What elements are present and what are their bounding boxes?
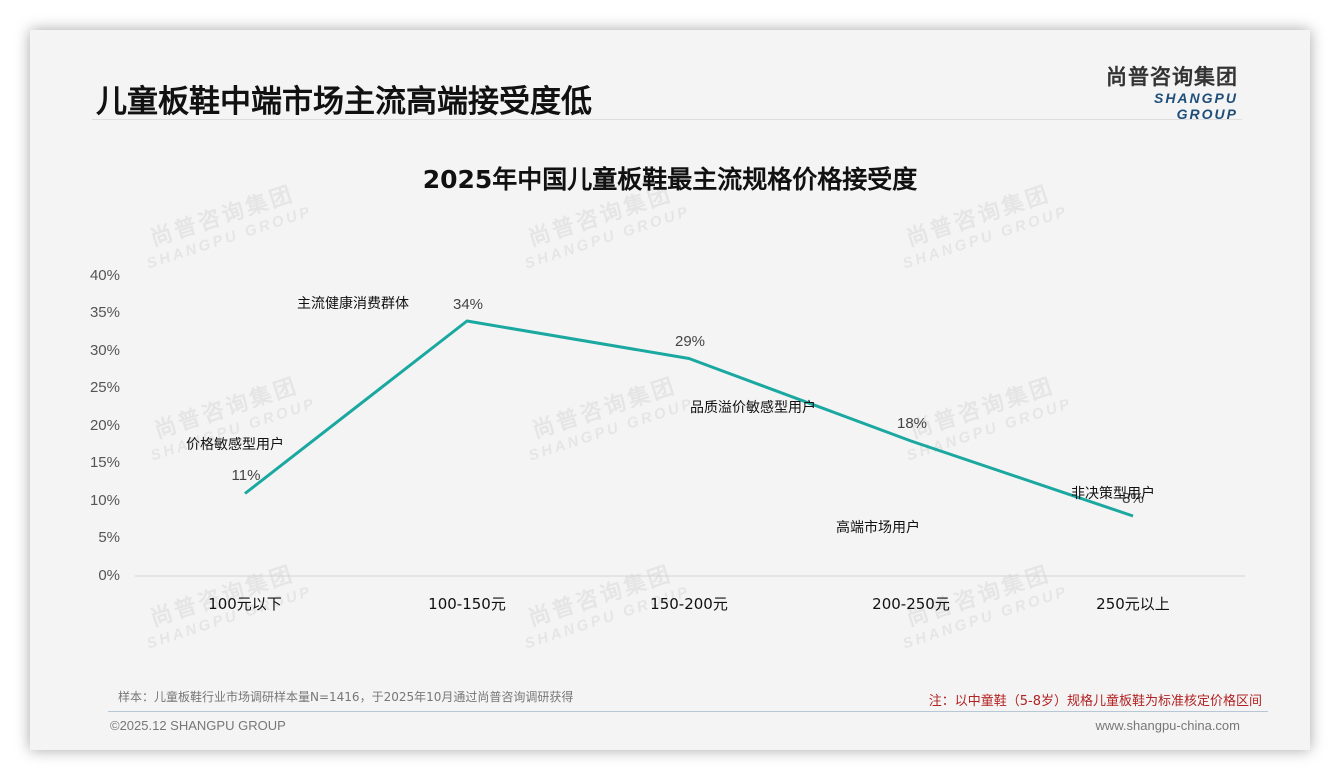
x-tick: 250元以上 [1096,595,1170,613]
y-tick: 25% [89,379,120,396]
price-range-note: 注：以中童鞋（5-8岁）规格儿童板鞋为标准核定价格区间 [928,694,1262,709]
slide: 尚普咨询集团 SHANGPU GROUP 尚普咨询集团 SHANGPU GROUP … [30,30,1310,750]
y-tick: 15% [89,454,120,471]
x-tick: 100-150元 [428,595,506,613]
copyright: ©2025.12 SHANGPU GROUP [110,718,286,733]
logo-en-text: SHANGPU GROUP [1153,90,1238,122]
y-tick: 30% [89,342,120,359]
data-label: 8% [1122,490,1144,507]
footer-divider [108,711,1268,712]
chart-title: 2025年中国儿童板鞋最主流规格价格接受度 [422,165,918,194]
annotation-high-end: 高端市场用户 [836,520,920,536]
x-tick: 200-250元 [872,595,950,613]
annotation-price-sensitive: 价格敏感型用户 [186,437,284,453]
annotation-non-decision: 非决策型用户 [1071,486,1155,502]
page-title: 儿童板鞋中端市场主流高端接受度低 [96,84,592,120]
logo-cn-text: 尚普咨询集团 [1106,65,1238,89]
line-chart [135,319,1245,577]
y-tick: 0% [98,567,120,584]
annotation-quality-premium: 品质溢价敏感型用户 [690,400,816,416]
website-link[interactable]: www.shangpu-china.com [1095,718,1240,733]
series-line [244,319,1134,518]
data-label: 34% [452,296,484,313]
x-tick: 150-200元 [650,595,728,613]
x-tick: 100元以下 [208,595,282,613]
sample-note: 样本：儿童板鞋行业市场调研样本量N=1416，于2025年10月通过尚普咨询调研… [118,690,574,704]
y-tick: 5% [98,529,120,546]
data-label: 11% [231,467,261,484]
data-label: 18% [896,415,928,432]
y-tick: 35% [89,304,120,321]
y-tick: 10% [89,492,120,509]
data-label: 29% [674,333,706,350]
company-logo: 尚普咨询集团 SHANGPU GROUP [1088,64,1238,122]
title-divider [92,119,1242,120]
y-tick: 20% [89,417,120,434]
y-tick: 40% [89,267,120,284]
annotation-mainstream: 主流健康消费群体 [297,296,409,312]
